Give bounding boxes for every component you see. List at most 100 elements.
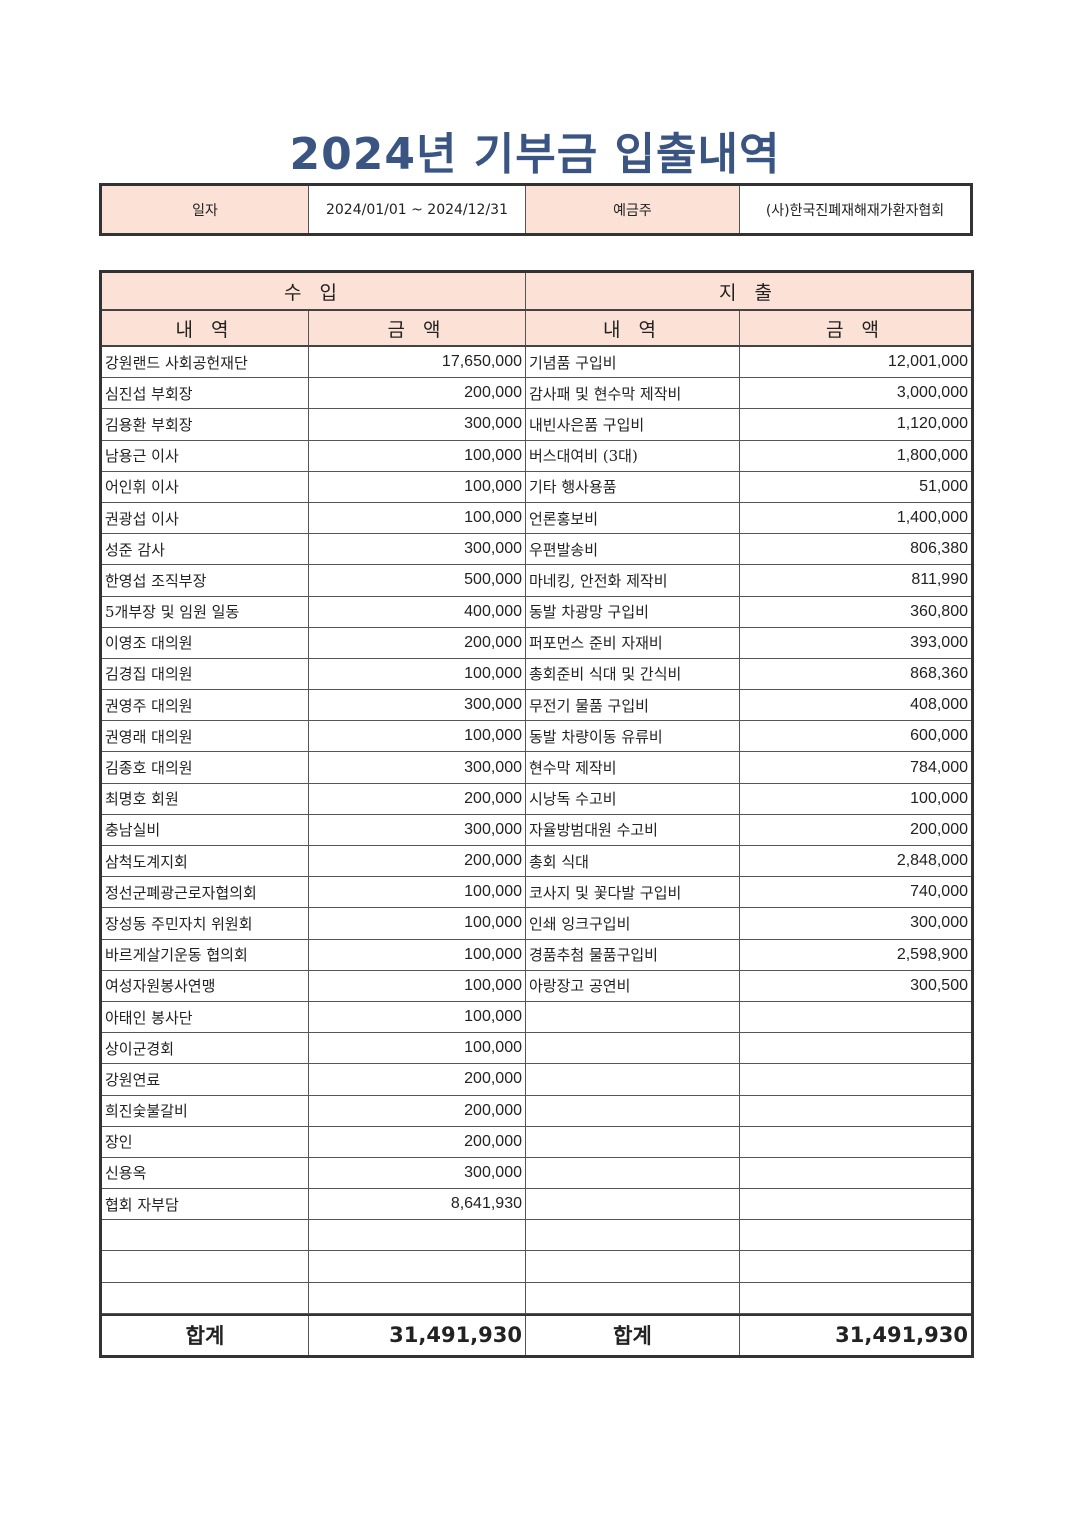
income-amount: 300,000: [309, 409, 526, 440]
expense-amount: 12,001,000: [887, 353, 968, 371]
income-item: 김용환 부회장: [102, 409, 309, 440]
income-amount: 100,000: [309, 658, 526, 690]
expense-amount: 200,000: [910, 820, 968, 838]
table-row: 권광섭 이사 100,000 언론홍보비 1,400,000: [102, 502, 971, 535]
expense-item: 기타 행사용품: [526, 471, 740, 502]
income-amount: 100,000: [309, 440, 526, 471]
income-item: 5개부장 및 임원 일동: [102, 596, 309, 627]
expense-amount: 806,380: [910, 540, 968, 558]
expense-amount: 868,360: [910, 664, 968, 682]
expense-amount: 1,800,000: [896, 446, 968, 464]
expense-total-amount: 31,491,930: [835, 1323, 968, 1348]
income-amount: [309, 1282, 526, 1313]
expense-amount: [740, 1064, 971, 1094]
income-item: 바르게살기운동 협의회: [102, 939, 309, 970]
income-amount: 200,000: [309, 1064, 526, 1095]
income-amount: 100,000: [309, 1001, 526, 1033]
income-amount: [309, 1251, 526, 1282]
table-row: 삼척도계지회 200,000 총회 식대 2,848,000: [102, 846, 971, 878]
income-item: 여성자원봉사연맹: [102, 970, 309, 1001]
expense-item: [526, 1064, 740, 1095]
income-amount: 200,000: [309, 627, 526, 658]
income-item: 강원랜드 사회공헌재단: [102, 347, 309, 378]
expense-item: 아랑장고 공연비: [526, 970, 740, 1001]
expense-item: 시낭독 수고비: [526, 783, 740, 814]
table-row: 어인휘 이사 100,000 기타 행사용품 51,000: [102, 471, 971, 503]
expense-item: [526, 1282, 740, 1313]
income-item: 신용옥: [102, 1157, 309, 1189]
table-row: 정선군폐광근로자협의회 100,000 코사지 및 꽃다발 구입비 740,000: [102, 877, 971, 909]
table-row: 신용옥 300,000: [102, 1157, 971, 1190]
table-row: 강원연료 200,000: [102, 1064, 971, 1096]
income-amount-header: 금 액: [309, 311, 526, 345]
expense-amount: 393,000: [910, 633, 968, 651]
expense-amount: 100,000: [910, 789, 968, 807]
table-row: 5개부장 및 임원 일동 400,000 동발 차광망 구입비 360,800: [102, 596, 971, 628]
table-row: [102, 1220, 971, 1252]
income-amount: 8,641,930: [309, 1189, 526, 1220]
expense-amount: 1,120,000: [896, 415, 968, 433]
income-item: 장성동 주민자치 위원회: [102, 908, 309, 939]
income-amount: 200,000: [309, 846, 526, 877]
expense-amount: 811,990: [911, 571, 968, 589]
table-row: 장성동 주민자치 위원회 100,000 인쇄 잉크구입비 300,000: [102, 908, 971, 940]
expense-amount: [740, 1283, 971, 1313]
income-amount: 100,000: [309, 1033, 526, 1064]
expense-item: [526, 1157, 740, 1189]
income-total-label: 합계: [102, 1315, 309, 1355]
income-item: 상이군경회: [102, 1033, 309, 1064]
table-row: 최명호 회원 200,000 시낭독 수고비 100,000: [102, 783, 971, 815]
expense-amount: 2,848,000: [896, 852, 968, 870]
expense-item: 언론홍보비: [526, 502, 740, 534]
expense-amount: 300,000: [910, 914, 968, 932]
table-row: 장인 200,000: [102, 1126, 971, 1158]
income-item: 이영조 대의원: [102, 627, 309, 658]
expense-item: 경품추첨 물품구입비: [526, 939, 740, 970]
expense-item: 인쇄 잉크구입비: [526, 908, 740, 939]
expense-item: 내빈사은품 구입비: [526, 409, 740, 440]
table-row: 권영주 대의원 300,000 무전기 물품 구입비 408,000: [102, 690, 971, 722]
expense-item: [526, 1095, 740, 1126]
date-value: 2024/01/01 ~ 2024/12/31: [309, 186, 526, 233]
income-item: [102, 1251, 309, 1282]
income-item: 권영주 대의원: [102, 690, 309, 721]
income-total-amount: 31,491,930: [309, 1315, 526, 1355]
income-item: 김종호 대의원: [102, 752, 309, 783]
expense-amount: 784,000: [910, 758, 968, 776]
expense-item-header: 내 역: [526, 311, 740, 345]
table-row: 남용근 이사 100,000 버스대여비 (3대) 1,800,000: [102, 440, 971, 472]
expense-item: 퍼포먼스 준비 자재비: [526, 627, 740, 658]
expense-amount: [740, 1220, 971, 1250]
holder-value: (사)한국진폐재해재가환자협회: [765, 202, 945, 219]
expense-item: 코사지 및 꽃다발 구입비: [526, 877, 740, 908]
date-label: 일자: [102, 186, 309, 233]
table-row: 여성자원봉사연맹 100,000 아랑장고 공연비 300,500: [102, 970, 971, 1002]
income-amount: 17,650,000: [309, 347, 526, 378]
income-section-label: 수 입: [102, 273, 526, 309]
expense-item: [526, 1033, 740, 1064]
income-amount: [309, 1220, 526, 1251]
expense-item: [526, 1001, 740, 1033]
expense-item: 동발 차량이동 유류비: [526, 721, 740, 752]
income-item: 성준 감사: [102, 534, 309, 565]
expense-section-label: 지 출: [719, 281, 778, 304]
income-amount: 200,000: [309, 378, 526, 409]
table-row: 김종호 대의원 300,000 현수막 제작비 784,000: [102, 752, 971, 784]
expense-item: 총회준비 식대 및 간식비: [526, 658, 740, 690]
table-row: 김용환 부회장 300,000 내빈사은품 구입비 1,120,000: [102, 409, 971, 441]
expense-item: 총회 식대: [526, 846, 740, 877]
income-item: 희진숯불갈비: [102, 1095, 309, 1126]
expense-total-label: 합계: [526, 1315, 740, 1355]
expense-amount: 3,000,000: [896, 384, 968, 402]
expense-amount: 2,598,900: [896, 945, 968, 963]
income-item: 어인휘 이사: [102, 471, 309, 502]
expense-item: 자율방범대원 수고비: [526, 814, 740, 845]
table-row: 바르게살기운동 협의회 100,000 경품추첨 물품구입비 2,598,900: [102, 939, 971, 971]
table-row: 상이군경회 100,000: [102, 1033, 971, 1065]
expense-amount: 1,400,000: [896, 509, 968, 527]
table-row: 아태인 봉사단 100,000: [102, 1001, 971, 1034]
table-row: 권영래 대의원 100,000 동발 차량이동 유류비 600,000: [102, 721, 971, 753]
income-item: [102, 1220, 309, 1251]
income-item: 남용근 이사: [102, 440, 309, 471]
page-title: 2024년 기부금 입출내역: [289, 129, 781, 180]
